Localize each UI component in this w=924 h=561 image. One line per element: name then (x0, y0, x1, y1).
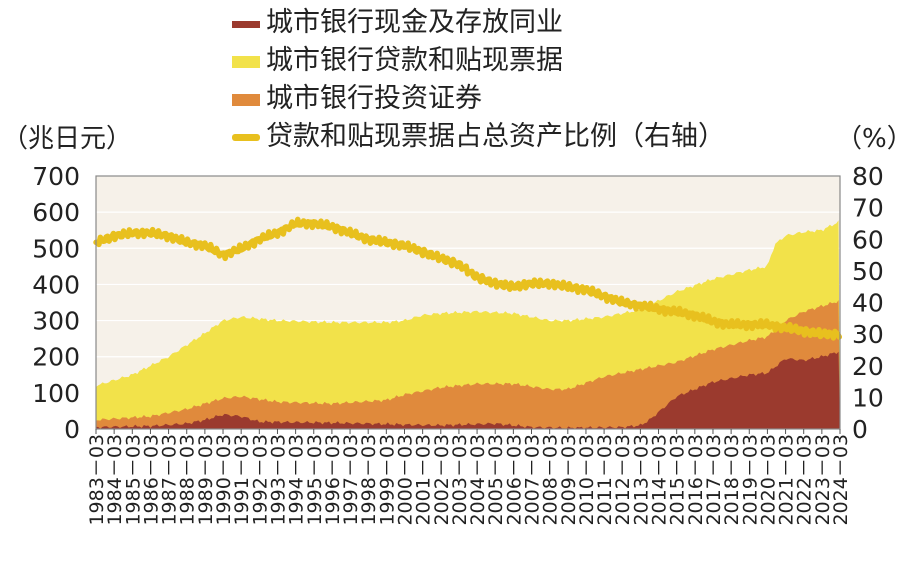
right-tick-label: 50 (852, 257, 884, 286)
left-tick-label: 600 (32, 198, 80, 227)
right-axis-unit: （%） (836, 124, 913, 154)
x-axis: 1983－031984－031985－031986－031987－031988－… (86, 429, 852, 526)
x-tick-label: 2012－03 (612, 434, 634, 526)
x-tick-label: 1986－03 (140, 434, 162, 526)
x-tick-label: 2005－03 (485, 434, 507, 526)
x-tick-label: 2013－03 (630, 434, 652, 526)
right-tick-label: 20 (852, 352, 884, 381)
x-tick-label: 2014－03 (649, 434, 671, 526)
left-axis: 0 100 200 300 400 500 600 700 (32, 162, 80, 444)
legend-swatch-ratio (232, 134, 260, 141)
x-tick-label: 1984－03 (104, 434, 126, 526)
x-tick-label: 1997－03 (340, 434, 362, 526)
x-tick-label: 2011－03 (594, 434, 616, 526)
legend-label: 城市银行现金及存放同业 (266, 7, 563, 38)
legend-swatch-cash (232, 21, 260, 28)
area-cash (96, 351, 840, 429)
x-tick-label: 1983－03 (86, 434, 108, 526)
ratio-series-line (93, 216, 843, 341)
x-tick-label: 2020－03 (757, 434, 779, 526)
left-tick-label: 0 (64, 415, 80, 444)
x-tick-label: 2017－03 (703, 434, 725, 526)
x-tick-label: 2004－03 (467, 434, 489, 526)
x-tick-label: 2007－03 (522, 434, 544, 526)
left-tick-label: 400 (32, 270, 80, 299)
x-tick-label: 1994－03 (286, 434, 308, 526)
x-tick-label: 2010－03 (576, 434, 598, 526)
x-tick-label: 1989－03 (195, 434, 217, 526)
x-tick-label: 2019－03 (739, 434, 761, 526)
area-securities (96, 300, 840, 429)
right-tick-label: 10 (852, 383, 884, 412)
x-tick-label: 2006－03 (503, 434, 525, 526)
right-tick-label: 30 (852, 320, 884, 349)
plot-frame (95, 175, 841, 430)
x-tick-label: 1999－03 (376, 434, 398, 526)
right-tick-label: 70 (852, 194, 884, 223)
x-tick-label: 1987－03 (159, 434, 181, 526)
area-series (96, 220, 840, 429)
legend-label: 城市银行投资证券 (266, 83, 482, 114)
left-tick-label: 200 (32, 343, 80, 372)
x-tick-label: 2009－03 (558, 434, 580, 526)
x-tick-label: 2022－03 (794, 434, 816, 526)
x-tick-label: 2024－03 (830, 434, 852, 526)
x-tick-label: 1990－03 (213, 434, 235, 526)
x-tick-label: 2000－03 (394, 434, 416, 526)
legend-swatch-loans (232, 56, 260, 68)
x-tick-label: 2016－03 (685, 434, 707, 526)
left-tick-label: 300 (32, 307, 80, 336)
legend-label: 城市银行贷款和贴现票据 (266, 45, 563, 76)
x-tick-label: 1985－03 (122, 434, 144, 526)
x-tick-label: 2002－03 (431, 434, 453, 526)
legend-swatch-securities (232, 94, 260, 106)
x-tick-label: 1991－03 (231, 434, 253, 526)
left-tick-label: 700 (32, 162, 80, 191)
x-tick-label: 1993－03 (267, 434, 289, 526)
x-tick-label: 1992－03 (249, 434, 271, 526)
x-tick-label: 1998－03 (358, 434, 380, 526)
x-tick-label: 2008－03 (540, 434, 562, 526)
legend-label: 贷款和贴现票据占总资产比例（右轴） (266, 121, 725, 152)
x-tick-label: 1996－03 (322, 434, 344, 526)
right-tick-label: 60 (852, 225, 884, 254)
left-tick-label: 500 (32, 234, 80, 263)
x-tick-label: 1995－03 (304, 434, 326, 526)
left-tick-label: 100 (32, 379, 80, 408)
x-tick-label: 2003－03 (449, 434, 471, 526)
x-tick-label: 2015－03 (667, 434, 689, 526)
right-tick-label: 80 (852, 162, 884, 191)
x-tick-label: 2001－03 (413, 434, 435, 526)
x-tick-label: 2018－03 (721, 434, 743, 526)
x-tick-label: 2021－03 (776, 434, 798, 526)
right-tick-label: 40 (852, 289, 884, 318)
right-tick-label: 0 (852, 415, 868, 444)
ratio-line (93, 216, 843, 341)
left-axis-unit: （兆日元） (2, 124, 133, 154)
x-tick-label: 2023－03 (812, 434, 834, 526)
x-tick-label: 1988－03 (177, 434, 199, 526)
